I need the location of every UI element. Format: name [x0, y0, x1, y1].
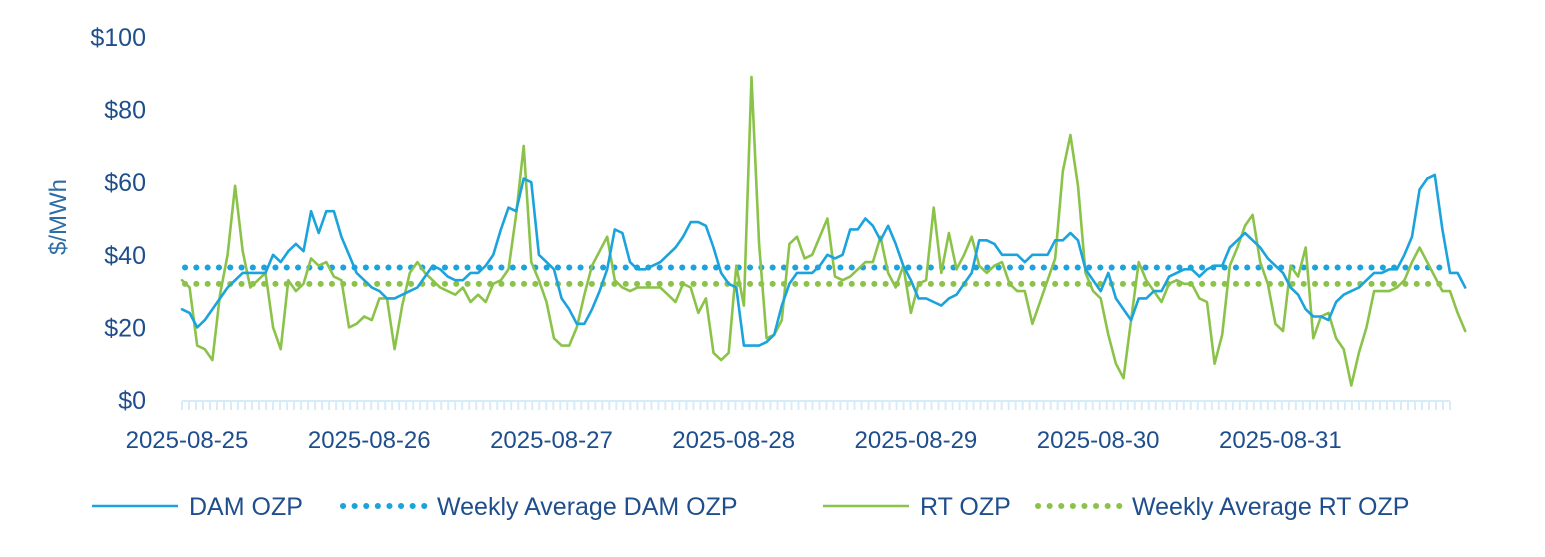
- y-tick-label: $0: [118, 387, 146, 415]
- legend-label: DAM OZP: [189, 493, 303, 521]
- x-tick-label: 2025-08-25: [126, 427, 249, 454]
- series-dam-ozp-line: [180, 173, 1467, 347]
- y-tick-label: $40: [104, 242, 146, 270]
- y-axis-label: $/MWh: [45, 179, 72, 255]
- x-tick-label: 2025-08-26: [308, 427, 431, 454]
- y-tick-label: $80: [104, 97, 146, 125]
- legend-item: Weekly Average DAM OZP: [340, 493, 738, 521]
- series-rt-ozp-line: [180, 75, 1467, 387]
- y-tick-label: $60: [104, 169, 146, 197]
- y-tick-label: $100: [90, 24, 146, 52]
- x-tick-label: 2025-08-27: [490, 427, 613, 454]
- x-tick-label: 2025-08-31: [1219, 427, 1342, 454]
- legend-item: DAM OZP: [92, 493, 303, 521]
- legend-item: Weekly Average RT OZP: [1035, 493, 1409, 521]
- legend-label: Weekly Average DAM OZP: [437, 493, 738, 521]
- legend-label: Weekly Average RT OZP: [1132, 493, 1409, 521]
- legend-label: RT OZP: [920, 493, 1011, 521]
- legend-item: RT OZP: [823, 493, 1011, 521]
- x-tick-label: 2025-08-30: [1037, 427, 1160, 454]
- y-tick-label: $20: [104, 314, 146, 342]
- x-tick-label: 2025-08-28: [672, 427, 795, 454]
- x-tick-label: 2025-08-29: [855, 427, 978, 454]
